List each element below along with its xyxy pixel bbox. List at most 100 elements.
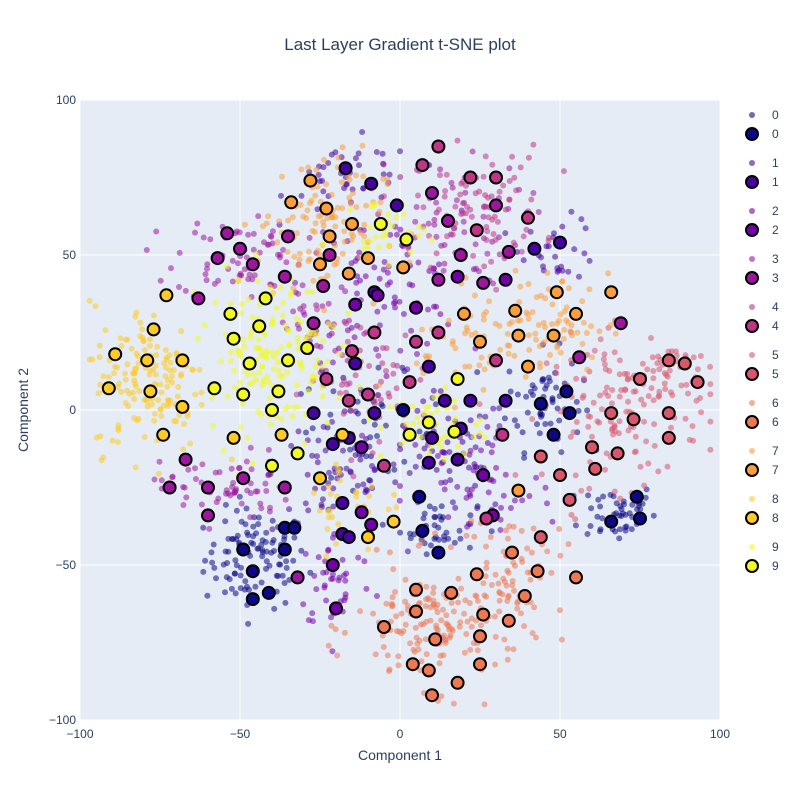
highlighted-point-class-3 xyxy=(245,257,260,272)
scatter-point-class-2 xyxy=(384,269,391,276)
legend-item-5-small[interactable]: 5 xyxy=(749,348,779,362)
scatter-point-class-1 xyxy=(319,177,326,184)
scatter-point-class-7 xyxy=(478,354,485,361)
legend-item-4-large[interactable]: 4 xyxy=(745,319,779,333)
legend-item-6-large[interactable]: 6 xyxy=(745,415,779,429)
scatter-point-class-7 xyxy=(480,316,487,323)
scatter-point-class-5 xyxy=(553,363,560,370)
scatter-point-class-4 xyxy=(435,206,442,213)
legend-item-1-small[interactable]: 1 xyxy=(749,156,779,170)
scatter-point-class-7 xyxy=(532,330,539,337)
legend-marker-large xyxy=(745,223,759,237)
highlighted-point-class-6 xyxy=(421,663,436,678)
legend-marker-small xyxy=(749,256,755,262)
legend-item-5-large[interactable]: 5 xyxy=(745,367,779,381)
scatter-point-class-8 xyxy=(228,456,235,463)
scatter-point-class-5 xyxy=(637,463,644,470)
scatter-point-class-4 xyxy=(452,203,459,210)
legend-item-2-large[interactable]: 2 xyxy=(745,223,779,237)
scatter-point-class-0 xyxy=(222,501,229,508)
scatter-point-class-7 xyxy=(544,269,551,276)
scatter-point-class-9 xyxy=(434,407,441,414)
scatter-point-class-0 xyxy=(588,505,595,512)
scatter-point-class-1 xyxy=(352,155,359,162)
legend-item-3-small[interactable]: 3 xyxy=(749,252,779,266)
legend-item-4-small[interactable]: 4 xyxy=(749,300,779,314)
scatter-point-class-7 xyxy=(526,346,533,353)
scatter-point-class-3 xyxy=(185,466,192,473)
scatter-point-class-7 xyxy=(554,342,561,349)
legend-item-7-large[interactable]: 7 xyxy=(745,463,779,477)
scatter-point-class-2 xyxy=(484,423,491,430)
scatter-point-class-2 xyxy=(387,231,394,238)
legend-item-8-large[interactable]: 8 xyxy=(745,511,779,525)
highlighted-point-class-4 xyxy=(367,325,382,340)
scatter-point-class-2 xyxy=(519,497,526,504)
scatter-point-class-3 xyxy=(252,488,259,495)
scatter-point-class-1 xyxy=(304,471,311,478)
y-tick-label: 100 xyxy=(56,93,76,107)
scatter-point-class-7 xyxy=(586,286,593,293)
legend-item-2-small[interactable]: 2 xyxy=(749,204,779,218)
legend-item-0-large[interactable]: 0 xyxy=(745,127,779,141)
scatter-point-class-1 xyxy=(341,185,348,192)
scatter-point-class-9 xyxy=(324,358,331,365)
highlighted-point-class-3 xyxy=(322,248,337,262)
highlighted-point-class-8 xyxy=(146,322,161,337)
highlighted-point-class-2 xyxy=(364,517,379,532)
scatter-point-class-9 xyxy=(224,263,230,270)
scatter-point-class-0 xyxy=(255,514,262,521)
legend-item-9-large[interactable]: 9 xyxy=(745,559,779,573)
scatter-point-class-2 xyxy=(311,572,318,579)
scatter-point-class-4 xyxy=(525,154,532,161)
scatter-point-class-1 xyxy=(314,206,321,213)
scatter-point-class-1 xyxy=(314,459,321,466)
scatter-point-class-1 xyxy=(386,171,393,178)
scatter-point-class-1 xyxy=(380,171,387,178)
scatter-point-class-5 xyxy=(694,366,701,373)
scatter-point-class-7 xyxy=(517,283,524,290)
scatter-point-class-8 xyxy=(327,490,334,497)
scatter-point-class-8 xyxy=(167,359,174,366)
legend-item-9-small[interactable]: 9 xyxy=(749,540,779,554)
legend-item-8-small[interactable]: 8 xyxy=(749,492,779,506)
scatter-point-class-6 xyxy=(501,636,508,643)
scatter-point-class-3 xyxy=(143,247,150,253)
legend-item-0-small[interactable]: 0 xyxy=(749,108,779,122)
legend-item-1-large[interactable]: 1 xyxy=(745,175,779,189)
x-tick-label: −50 xyxy=(230,727,251,741)
scatter-point-class-7 xyxy=(538,292,544,299)
highlighted-point-class-4 xyxy=(521,210,535,225)
scatter-point-class-6 xyxy=(496,590,503,597)
highlighted-point-class-3 xyxy=(290,570,305,585)
scatter-point-class-3 xyxy=(198,501,205,508)
legend-item-7-small[interactable]: 7 xyxy=(749,444,779,458)
legend-item-3-large[interactable]: 3 xyxy=(745,271,779,285)
scatter-point-class-0 xyxy=(587,523,594,529)
legend-marker-large xyxy=(745,559,759,573)
scatter-point-class-7 xyxy=(320,222,327,229)
scatter-point-class-1 xyxy=(354,482,361,489)
scatter-point-class-0 xyxy=(354,398,361,405)
scatter-point-class-8 xyxy=(164,403,171,409)
legend-item-6-small[interactable]: 6 xyxy=(749,396,779,410)
scatter-point-class-7 xyxy=(328,214,335,221)
scatter-point-class-0 xyxy=(232,590,239,597)
highlighted-point-class-9 xyxy=(242,356,257,371)
scatter-point-class-2 xyxy=(371,264,378,271)
scatter-point-class-1 xyxy=(416,453,423,460)
scatter-point-class-7 xyxy=(419,326,425,333)
scatter-point-class-7 xyxy=(332,223,339,230)
scatter-point-class-9 xyxy=(286,342,293,349)
scatter-point-class-2 xyxy=(493,464,500,471)
legend-marker-small xyxy=(749,496,755,502)
scatter-point-class-0 xyxy=(200,568,207,575)
scatter-point-class-0 xyxy=(328,474,335,481)
scatter-point-class-0 xyxy=(401,458,408,465)
scatter-point-class-5 xyxy=(616,371,623,378)
highlighted-point-class-3 xyxy=(613,316,628,331)
scatter-point-class-9 xyxy=(301,440,308,447)
scatter-point-class-9 xyxy=(306,330,313,337)
scatter-point-class-9 xyxy=(360,238,367,245)
legend[interactable]: 0 0 1 1 2 2 3 3 4 4 5 5 6 6 7 7 8 8 9 9 xyxy=(745,108,779,573)
